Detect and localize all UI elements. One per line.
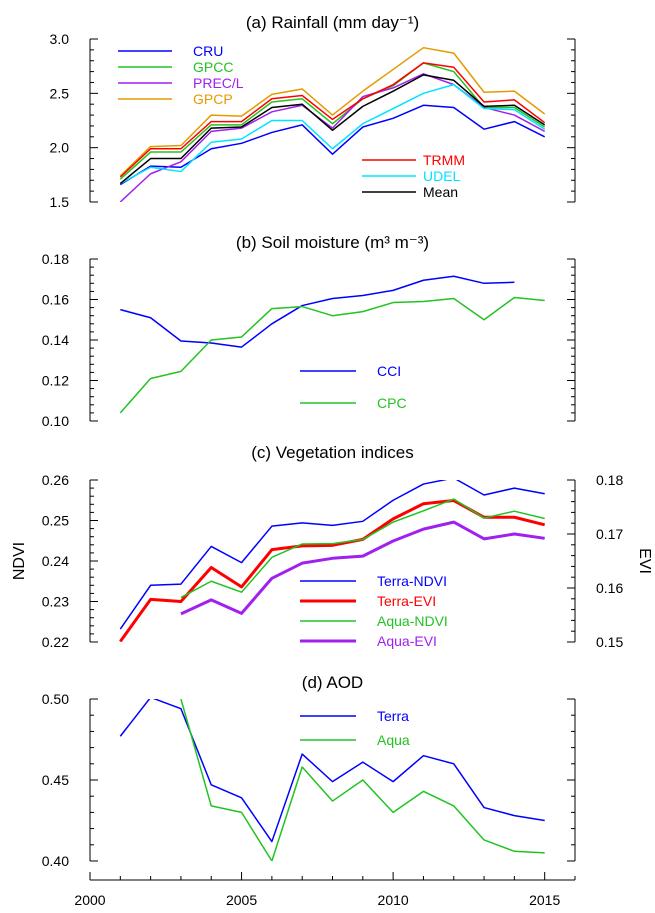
panel-title: (a) Rainfall (mm day⁻¹) xyxy=(246,13,419,32)
legend-label-aqua: Aqua xyxy=(377,732,410,748)
panel-title: (d) AOD xyxy=(302,673,363,692)
y-tick-label: 0.24 xyxy=(42,553,69,569)
panel-1: (a) Rainfall (mm day⁻¹) CRUGPCCPREC/LGPCP… xyxy=(50,13,576,210)
y-tick-label: 0.26 xyxy=(42,472,69,488)
y-tick-label-right: 0.18 xyxy=(596,472,623,488)
y-tick-label: 0.12 xyxy=(42,373,69,389)
y-axis-label-right: EVI xyxy=(636,548,653,574)
series-line-trmm xyxy=(119,62,546,178)
x-tick-label: 2010 xyxy=(378,892,409,908)
y-tick-label: 2.5 xyxy=(50,85,70,101)
series-line-gpcp xyxy=(119,46,546,177)
y-tick-label: 0.10 xyxy=(42,413,69,429)
legend-label-terra-evi: Terra-EVI xyxy=(377,593,436,609)
x-axis: 2000 2005 2010 2015 xyxy=(74,872,576,908)
legend-label-terra: Terra xyxy=(377,708,409,724)
series-line-gpcc xyxy=(119,62,546,180)
legend-label-cpc: CPC xyxy=(377,395,407,411)
panel-4: (d) AOD Terra Aqua 0.40 0.45 0.50 xyxy=(42,673,576,869)
y-axis-label: NDVI xyxy=(11,542,28,580)
series-line-aqua-evi xyxy=(180,520,545,616)
x-tick-label: 2000 xyxy=(74,892,105,908)
series-line-terra-ndvi xyxy=(119,480,545,630)
y-tick-label-right: 0.15 xyxy=(596,634,623,650)
series-line-udel xyxy=(119,83,546,185)
y-tick-label: 0.23 xyxy=(42,594,69,610)
legend-label-gpcc: GPCC xyxy=(193,59,233,75)
y-tick-label: 0.45 xyxy=(42,772,69,788)
panel-2: (b) Soil moisture (m³ m⁻³) CCI CPC 0.10 0.12… xyxy=(42,233,576,429)
y-tick-label: 0.25 xyxy=(42,513,69,529)
series-line-cru xyxy=(119,104,546,186)
x-tick-label: 2015 xyxy=(529,892,560,908)
y-tick-label-right: 0.16 xyxy=(596,580,623,596)
legend-label-udel: UDEL xyxy=(423,168,461,184)
panel-title: (c) Vegetation indices xyxy=(251,443,414,462)
series-line-prec-l xyxy=(119,73,546,202)
series-line-cci xyxy=(120,275,515,348)
y-tick-label: 3.0 xyxy=(50,31,70,47)
series-line-cpc xyxy=(119,296,545,414)
series-line-aqua-ndvi xyxy=(180,498,545,599)
y-tick-label: 1.5 xyxy=(50,194,70,210)
y-tick-label: 2.0 xyxy=(50,140,70,156)
y-tick-label: 0.16 xyxy=(42,292,69,308)
panel-title: (b) Soil moisture (m³ m⁻³) xyxy=(236,233,429,252)
legend-label-aqua-evi: Aqua-EVI xyxy=(377,633,437,649)
panel-3: (c) Vegetation indices Terra-NDVI Terra-EV… xyxy=(11,443,653,650)
series-line-mean xyxy=(119,74,546,185)
legend-label-cci: CCI xyxy=(377,363,401,379)
legend-label-trmm: TRMM xyxy=(423,152,465,168)
legend-label-cru: CRU xyxy=(193,43,223,59)
y-tick-label: 0.14 xyxy=(42,332,69,348)
legend-label-terra-ndvi: Terra-NDVI xyxy=(377,573,447,589)
x-tick-label: 2005 xyxy=(226,892,257,908)
y-tick-label-right: 0.17 xyxy=(596,526,623,542)
y-tick-label: 0.40 xyxy=(42,853,69,869)
y-tick-label: 0.22 xyxy=(42,634,69,650)
series-line-aqua xyxy=(180,699,545,861)
legend-label-gpcp: GPCP xyxy=(193,91,233,107)
legend-label-mean: Mean xyxy=(423,184,458,200)
legend-label-aqua-ndvi: Aqua-NDVI xyxy=(377,613,448,629)
series-line-terra xyxy=(119,699,545,843)
y-tick-label: 0.18 xyxy=(42,251,69,267)
legend-label-prec-l: PREC/L xyxy=(193,75,244,91)
y-tick-label: 0.50 xyxy=(42,691,69,707)
